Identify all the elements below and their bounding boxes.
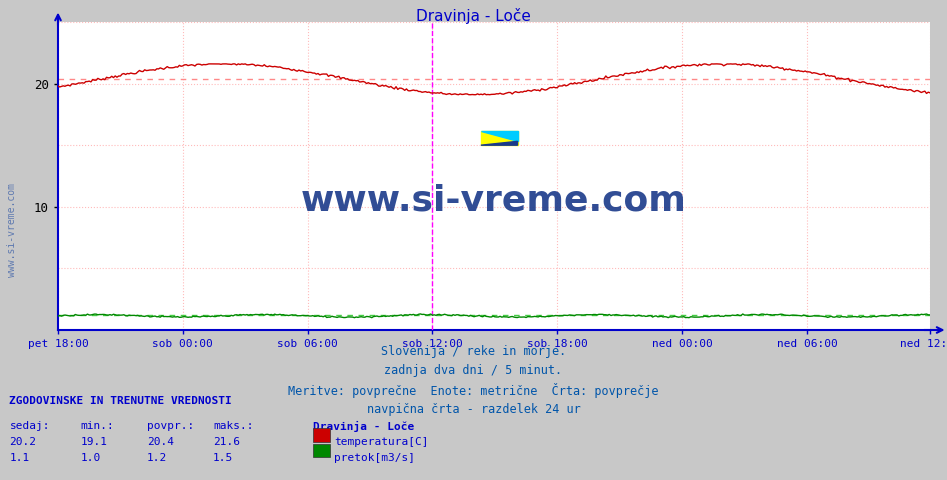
Text: 20.2: 20.2 — [9, 437, 37, 447]
Text: 1.2: 1.2 — [147, 453, 167, 463]
Bar — [481, 131, 518, 145]
Text: 1.0: 1.0 — [80, 453, 100, 463]
Text: 1.5: 1.5 — [213, 453, 233, 463]
Text: 21.6: 21.6 — [213, 437, 241, 447]
Text: Slovenija / reke in morje.: Slovenija / reke in morje. — [381, 345, 566, 358]
Text: min.:: min.: — [80, 421, 115, 431]
Polygon shape — [481, 131, 518, 141]
Text: www.si-vreme.com: www.si-vreme.com — [8, 183, 17, 277]
Text: 20.4: 20.4 — [147, 437, 174, 447]
Text: Dravinja - Loče: Dravinja - Loče — [416, 8, 531, 24]
Text: Meritve: povprečne  Enote: metrične  Črta: povprečje: Meritve: povprečne Enote: metrične Črta:… — [288, 384, 659, 398]
Polygon shape — [481, 141, 518, 145]
Text: Dravinja - Loče: Dravinja - Loče — [313, 421, 414, 432]
Text: temperatura[C]: temperatura[C] — [334, 437, 429, 447]
Text: navpična črta - razdelek 24 ur: navpična črta - razdelek 24 ur — [366, 403, 581, 416]
Text: povpr.:: povpr.: — [147, 421, 194, 431]
Text: maks.:: maks.: — [213, 421, 254, 431]
Text: 1.1: 1.1 — [9, 453, 29, 463]
Text: sedaj:: sedaj: — [9, 421, 50, 431]
Text: www.si-vreme.com: www.si-vreme.com — [301, 184, 687, 217]
Text: pretok[m3/s]: pretok[m3/s] — [334, 453, 416, 463]
Text: 19.1: 19.1 — [80, 437, 108, 447]
Text: ZGODOVINSKE IN TRENUTNE VREDNOSTI: ZGODOVINSKE IN TRENUTNE VREDNOSTI — [9, 396, 232, 406]
Text: zadnja dva dni / 5 minut.: zadnja dva dni / 5 minut. — [384, 364, 563, 377]
